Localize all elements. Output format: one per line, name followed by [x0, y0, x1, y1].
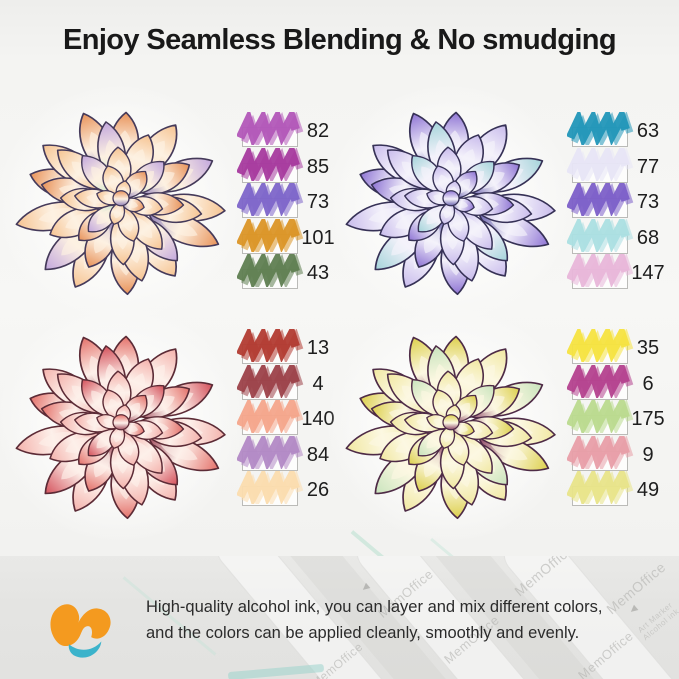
logo-orange-shape [50, 604, 111, 647]
marker-scribble-icon [237, 183, 304, 216]
marker-scribble-icon [567, 364, 634, 398]
pen-accent-chip [227, 663, 325, 679]
marker-scribble-icon [567, 471, 634, 504]
swatch-code: 35 [636, 337, 660, 359]
marker-scribble-icon [237, 400, 304, 433]
marker-scribble-icon [237, 254, 304, 287]
swatch-code: 9 [642, 443, 654, 466]
swatch-code: 68 [636, 226, 660, 249]
succulent-illustration-peach [15, 111, 226, 296]
swatch-code: 26 [306, 479, 330, 501]
swatch-row: 4 [237, 364, 352, 401]
swatch-code: 77 [636, 155, 660, 178]
swatch-row: 49 [567, 471, 679, 507]
quadrant-top-right: 63 77 73 68 147 [326, 84, 665, 322]
marker-scribble-icon [237, 329, 304, 362]
marker-scribble-icon [567, 218, 634, 252]
swatch-row: 147 [567, 254, 679, 290]
swatch-row: 35 [567, 329, 679, 365]
marker-scribble-icon [237, 147, 304, 181]
swatch-code: 82 [306, 120, 330, 142]
marker-scribble-icon [237, 364, 304, 398]
quadrant-top-left: 82 85 73 101 43 [0, 84, 335, 322]
marker-scribble-icon [567, 183, 634, 216]
marker-scribble-icon [567, 147, 634, 181]
swatch-row: 175 [567, 400, 679, 436]
swatch-row: 6 [567, 364, 679, 401]
quadrant-bottom-right: 35 6 175 9 49 [326, 304, 665, 542]
swatch-row: 73 [237, 183, 352, 219]
quadrant-bottom-left: 13 4 140 84 26 [0, 304, 335, 542]
swatch-row: 13 [237, 329, 352, 365]
logo-teal-shape [68, 641, 102, 658]
swatch-row: 82 [237, 112, 352, 148]
memoffice-logo-icon [50, 604, 111, 658]
footer-text-line1: High-quality alcohol ink, you can layer … [146, 598, 603, 616]
swatch-code: 84 [306, 443, 330, 466]
swatch-row: 9 [567, 435, 679, 472]
succulent-illustration-yellow [345, 335, 556, 520]
pen-arrow-icon: ◀ [627, 603, 640, 616]
footer-caption: High-quality alcohol ink, you can layer … [146, 594, 602, 646]
page-title: Enjoy Seamless Blending & No smudging [62, 24, 617, 56]
marker-scribble-icon [567, 400, 634, 433]
swatch-code: 63 [636, 120, 660, 142]
swatch-code: 175 [631, 408, 665, 430]
swatch-list-peach: 82 85 73 101 43 [237, 112, 352, 290]
succulent-illustration-pink [15, 335, 226, 520]
swatch-row: 63 [567, 112, 679, 148]
swatch-code: 43 [306, 262, 330, 284]
marker-scribble-icon [567, 329, 634, 362]
swatch-row: 85 [237, 147, 352, 184]
marker-scribble-icon [567, 254, 634, 287]
marker-scribble-icon [237, 435, 304, 469]
swatch-row: 73 [567, 183, 679, 219]
swatch-row: 84 [237, 435, 352, 472]
marker-scribble-icon [237, 112, 304, 145]
swatch-code: 85 [306, 155, 330, 178]
succulent-illustration-purple [345, 111, 556, 296]
footer-text-line2: and the colors can be applied cleanly, s… [146, 624, 580, 642]
swatch-list-purple: 63 77 73 68 147 [567, 112, 679, 290]
swatch-list-yellow: 35 6 175 9 49 [567, 329, 679, 507]
swatch-row: 26 [237, 471, 352, 507]
swatch-row: 77 [567, 147, 679, 184]
swatch-code: 147 [631, 262, 665, 284]
swatch-row: 68 [567, 218, 679, 255]
swatch-list-pink: 13 4 140 84 26 [237, 329, 352, 507]
swatch-code: 13 [306, 337, 330, 359]
marker-scribble-icon [237, 471, 304, 504]
watermark-subtext: Art Marker Alcohol ink [636, 600, 679, 643]
marker-scribble-icon [567, 112, 634, 145]
footer-band: MemOffice MemOffice MemOffice MemOffice … [0, 556, 679, 679]
swatch-code: 49 [636, 479, 660, 501]
swatch-code: 4 [312, 372, 324, 395]
swatch-row: 43 [237, 254, 352, 290]
swatch-code: 6 [642, 372, 654, 395]
marker-scribble-icon [567, 435, 634, 469]
swatch-code: 73 [636, 191, 660, 213]
swatch-code: 73 [306, 191, 330, 213]
marker-scribble-icon [237, 218, 304, 252]
